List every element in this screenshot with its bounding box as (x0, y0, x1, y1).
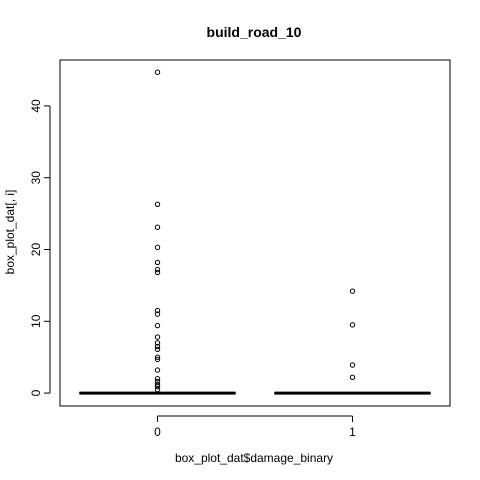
y-tick-label: 30 (29, 171, 43, 185)
y-tick-label: 0 (29, 389, 43, 396)
y-tick-label: 10 (29, 314, 43, 328)
outlier-point (154, 343, 161, 350)
outlier-point (154, 322, 161, 329)
outlier-point (154, 334, 161, 340)
chart-title: build_road_10 (207, 24, 302, 40)
outlier-point (154, 307, 161, 314)
outlier-point (349, 374, 356, 380)
outlier-point (154, 383, 161, 390)
outlier-point (154, 340, 161, 346)
outlier-point (154, 367, 161, 373)
y-tick-label: 20 (29, 243, 43, 257)
outlier-point (154, 266, 161, 273)
outlier-point (154, 356, 161, 363)
outlier-point (154, 346, 161, 352)
plot-frame (59, 59, 451, 407)
y-axis-label: box_plot_dat[, i] (3, 190, 17, 275)
outlier-point (154, 259, 161, 266)
outlier-point (154, 378, 161, 385)
y-axis: 0 10 20 30 40 (29, 99, 51, 396)
outliers-layer (154, 69, 356, 393)
outlier-point (349, 362, 356, 368)
x-axis-label: box_plot_dat$damage_binary (175, 451, 333, 465)
y-tick-label: 40 (29, 99, 43, 113)
x-tick-label: 0 (154, 425, 161, 439)
outlier-point (154, 386, 161, 393)
outlier-point (154, 69, 161, 75)
outlier-point (154, 224, 161, 230)
outlier-point (154, 376, 161, 382)
x-tick-label: 1 (349, 425, 356, 439)
outlier-point (154, 269, 161, 276)
outlier-point (349, 288, 356, 294)
outlier-point (154, 201, 161, 207)
outlier-point (154, 381, 161, 388)
outlier-point (154, 354, 161, 360)
outlier-point (349, 322, 356, 328)
outlier-point (154, 311, 161, 317)
outlier-point (154, 244, 161, 251)
